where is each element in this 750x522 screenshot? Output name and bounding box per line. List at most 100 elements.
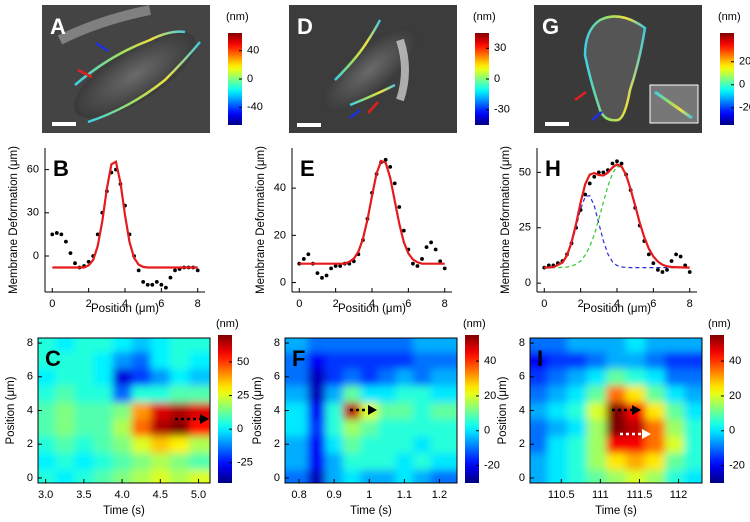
- colorbar: [475, 33, 489, 125]
- heatmap-cell: [530, 385, 549, 403]
- x-tick-label: 1: [366, 489, 372, 501]
- data-point: [320, 275, 324, 280]
- heatmap-cell: [93, 402, 114, 420]
- heatmap-cell: [342, 418, 361, 437]
- heatmap-cell: [378, 338, 397, 352]
- heatmap-cell: [586, 338, 607, 352]
- y-axis-label: Membrane Deformation (μm): [8, 146, 20, 294]
- fit-line: [299, 159, 445, 265]
- heatmap-cell: [625, 418, 646, 437]
- x-tick-label: 3.0: [38, 489, 53, 501]
- heatmap-cell: [395, 452, 414, 471]
- y-axis-label: Position (μm): [252, 376, 264, 444]
- heatmap-cell: [378, 435, 397, 454]
- y-tick-label: 6: [519, 371, 525, 383]
- colorbar-tick-label: 0: [729, 425, 735, 437]
- x-tick-label: 0: [541, 298, 547, 310]
- heatmap-cell: [360, 418, 379, 437]
- colorbar-tick-label: 50: [237, 356, 249, 368]
- data-point: [592, 174, 597, 179]
- heatmap-cells: [38, 338, 210, 483]
- heatmap-cell: [586, 435, 607, 454]
- heatmap-cell: [530, 452, 549, 471]
- data-point: [438, 259, 443, 264]
- heatmap-cell: [307, 338, 326, 352]
- heatmap-cell: [664, 469, 685, 483]
- y-tick-label: 2: [519, 438, 525, 450]
- data-point: [150, 282, 155, 287]
- colorbar-tick-label: -25: [237, 457, 253, 469]
- colorbar-tick-label: 40: [484, 355, 496, 367]
- x-tick-label: 6: [405, 298, 411, 310]
- data-point: [54, 231, 59, 235]
- heatmap-cell: [169, 435, 190, 454]
- data-point: [301, 257, 306, 261]
- y-tick-label: 0: [525, 277, 531, 289]
- heatmap-cell: [530, 418, 549, 437]
- heatmap-cell: [430, 435, 457, 454]
- data-point: [164, 285, 168, 290]
- panel-label: E: [300, 156, 315, 181]
- data-point: [601, 170, 606, 175]
- heatmap-cell: [169, 452, 190, 471]
- heatmap-cell: [567, 435, 588, 454]
- panel-label: A: [50, 14, 66, 39]
- x-tick-label: 4: [369, 298, 375, 310]
- colorbar-label: (nm): [473, 11, 496, 23]
- heatmap-cell: [307, 418, 326, 437]
- heatmap-cell: [586, 385, 607, 403]
- data-point: [415, 264, 420, 268]
- heatmap-cells: [530, 338, 702, 483]
- heatmap-cell: [378, 418, 397, 437]
- heatmap-cell: [93, 435, 114, 454]
- heatmap-cell: [285, 368, 309, 386]
- heatmap-cell: [645, 469, 666, 483]
- heatmap-cell: [606, 435, 627, 454]
- heatmap-cell: [547, 469, 568, 483]
- heatmap-cell: [430, 402, 457, 420]
- data-point: [411, 261, 415, 266]
- heatmap-cell: [684, 351, 702, 369]
- data-point: [392, 181, 397, 186]
- heatmap-cell: [325, 351, 344, 369]
- x-tick-label: 0: [296, 298, 302, 310]
- y-tick-label: 4: [27, 404, 33, 416]
- y-axis-label: Position (μm): [497, 376, 509, 444]
- heatmap-cell: [169, 402, 190, 420]
- heatmap-cell: [325, 452, 344, 471]
- x-tick-label: 112: [670, 489, 688, 501]
- heatmap-cell: [430, 385, 457, 403]
- heatmap-cell: [530, 435, 549, 454]
- colorbar-tick-label: 40: [729, 355, 741, 367]
- data-point: [429, 240, 433, 245]
- heatmap-cell: [395, 469, 414, 483]
- heatmap-cell: [567, 338, 588, 352]
- x-tick-label: 8: [442, 298, 448, 310]
- heatmap-cell: [645, 368, 666, 386]
- fit-component: [544, 165, 690, 269]
- heatmap-cell: [307, 402, 326, 420]
- heatmap-cell: [169, 385, 190, 403]
- data-point: [145, 282, 150, 287]
- heatmap-cell: [188, 418, 210, 437]
- heatmap-cell: [285, 469, 309, 483]
- heatmap-cell: [360, 469, 379, 483]
- data-point: [660, 270, 665, 274]
- data-point: [59, 232, 64, 237]
- y-tick-label: 6: [27, 371, 33, 383]
- heatmap-cell: [664, 385, 685, 403]
- y-tick-label: 30: [27, 207, 39, 219]
- data-point: [141, 280, 146, 284]
- heatmap-cell: [55, 385, 75, 403]
- y-tick-label: 0: [280, 276, 286, 288]
- heatmap-cell: [547, 385, 568, 403]
- colorbar: [720, 33, 734, 125]
- data-point: [669, 259, 674, 263]
- heatmap-cell: [395, 351, 414, 369]
- annotation-arrow: [175, 405, 651, 439]
- data-point: [73, 261, 77, 266]
- data-point: [683, 263, 688, 268]
- heatmap-cell: [188, 351, 210, 369]
- data-point: [306, 252, 311, 257]
